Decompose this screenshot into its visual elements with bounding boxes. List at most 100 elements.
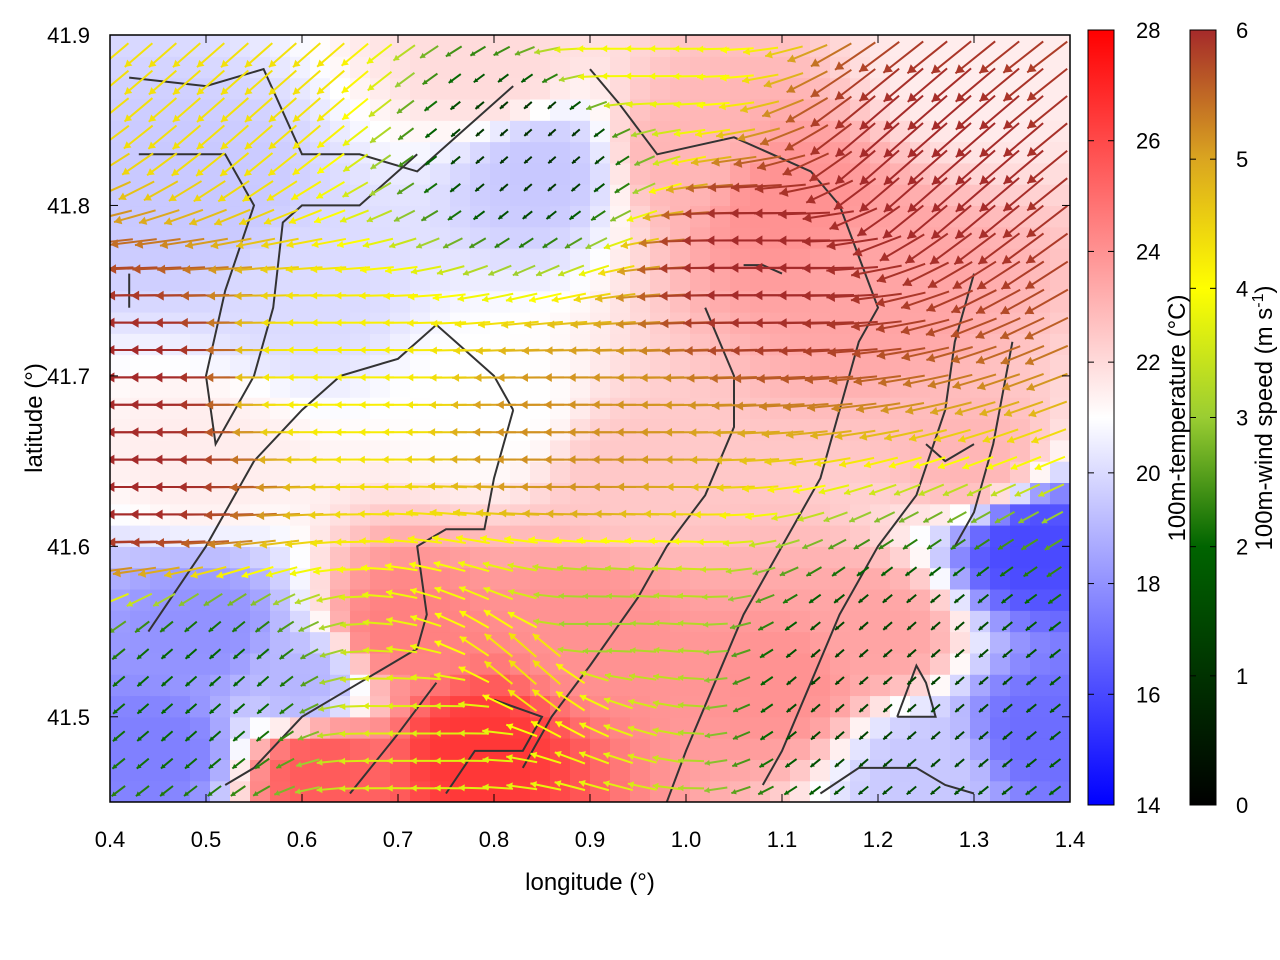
heatmap-cell bbox=[350, 525, 371, 547]
heatmap-cell bbox=[930, 567, 951, 590]
wind-arrow bbox=[523, 128, 533, 137]
wind-arrow bbox=[341, 97, 369, 121]
wind-arrow bbox=[533, 618, 561, 626]
heatmap-cell bbox=[1030, 759, 1051, 782]
wind-arrow bbox=[1048, 621, 1062, 632]
wind-arrow bbox=[442, 237, 463, 249]
wind-arrow bbox=[805, 179, 854, 204]
wind-arrow bbox=[482, 756, 514, 764]
wind-arrow bbox=[634, 155, 656, 167]
heatmap-cell bbox=[810, 546, 831, 569]
wind-arrow bbox=[906, 785, 917, 796]
heatmap-cell bbox=[130, 56, 151, 79]
wind-arrow bbox=[506, 782, 538, 791]
heatmap-cell bbox=[390, 418, 411, 441]
heatmap-cell bbox=[410, 439, 431, 462]
heatmap-cell bbox=[230, 716, 251, 739]
wind-arrow bbox=[547, 156, 557, 165]
heatmap-cell bbox=[530, 397, 551, 420]
wind-arrow bbox=[272, 593, 296, 606]
wind-colorbar-label-end: ) bbox=[1251, 286, 1278, 294]
heatmap-cell bbox=[570, 759, 591, 782]
heatmap-cell bbox=[350, 248, 371, 270]
wind-arrow bbox=[1001, 232, 1045, 265]
heatmap-cell bbox=[890, 184, 911, 207]
wind-arrow bbox=[254, 620, 270, 633]
heatmap-cell bbox=[750, 482, 771, 505]
heatmap-cell bbox=[1050, 333, 1070, 356]
wind-arrow bbox=[883, 122, 924, 159]
heatmap-cell bbox=[850, 759, 871, 782]
wind-arrow bbox=[368, 98, 392, 118]
heatmap-cell bbox=[130, 780, 151, 802]
wind-arrow bbox=[434, 612, 466, 629]
wind-arrow bbox=[147, 124, 178, 150]
wind-arrow bbox=[483, 586, 514, 601]
heatmap-cell bbox=[250, 461, 271, 484]
heatmap-cell bbox=[230, 269, 251, 292]
wind-arrow bbox=[929, 232, 973, 265]
wind-arrow bbox=[997, 538, 1015, 551]
wind-arrow bbox=[986, 455, 1018, 470]
heatmap-cell bbox=[530, 588, 551, 611]
x-tick-label: 1.1 bbox=[767, 827, 798, 852]
heatmap-cell bbox=[270, 333, 291, 356]
wind-arrow bbox=[979, 149, 1020, 186]
colorbar-tick-label: 14 bbox=[1136, 793, 1160, 818]
wind-arrow bbox=[979, 122, 1020, 158]
heatmap-cell bbox=[610, 162, 631, 185]
wind-arrow bbox=[407, 535, 443, 544]
heatmap-cell bbox=[930, 184, 951, 207]
heatmap-cell bbox=[250, 397, 271, 420]
heatmap-cell bbox=[290, 162, 311, 185]
heatmap-cell bbox=[670, 269, 691, 292]
heatmap-cell bbox=[970, 56, 991, 79]
heatmap-cell bbox=[850, 56, 871, 79]
wind-arrow bbox=[856, 205, 901, 237]
heatmap-cell bbox=[1010, 354, 1031, 377]
heatmap-cell bbox=[810, 226, 831, 249]
wind-arrow bbox=[757, 621, 774, 631]
heatmap-cell bbox=[410, 738, 431, 760]
heatmap-cell bbox=[370, 56, 391, 79]
wind-arrow bbox=[473, 73, 486, 84]
wind-arrow bbox=[385, 589, 418, 599]
wind-arrow bbox=[792, 484, 826, 495]
heatmap-cell bbox=[630, 375, 651, 398]
wind-arrow bbox=[926, 346, 973, 363]
heatmap-cell bbox=[690, 162, 711, 185]
heatmap-cell bbox=[710, 248, 731, 270]
heatmap-cell bbox=[750, 738, 771, 760]
heatmap-cell bbox=[470, 780, 491, 802]
wind-arrow bbox=[159, 237, 205, 249]
wind-arrow bbox=[227, 593, 247, 607]
heatmap-cell bbox=[690, 461, 711, 484]
heatmap-cell bbox=[370, 375, 391, 398]
heatmap-cell bbox=[810, 525, 831, 547]
heatmap-cell bbox=[950, 652, 971, 675]
wind-arrow bbox=[551, 292, 587, 303]
heatmap-cell bbox=[270, 375, 291, 398]
wind-arrow bbox=[902, 538, 918, 550]
heatmap-cell bbox=[710, 354, 731, 377]
wind-arrow bbox=[882, 703, 893, 713]
wind-arrow bbox=[290, 180, 322, 201]
heatmap-cell bbox=[750, 652, 771, 675]
heatmap-cell bbox=[970, 759, 991, 782]
heatmap-cell bbox=[590, 248, 611, 270]
heatmap-cell bbox=[330, 397, 351, 420]
heatmap-cell bbox=[750, 716, 771, 739]
wind-arrow bbox=[449, 183, 461, 193]
wind-arrow bbox=[761, 98, 804, 118]
wind-arrow bbox=[930, 676, 941, 686]
heatmap-cell bbox=[330, 162, 351, 185]
heatmap-cell bbox=[430, 35, 451, 57]
heatmap-cell bbox=[210, 354, 231, 377]
heatmap-cell bbox=[1010, 525, 1031, 547]
heatmap-cell bbox=[1030, 525, 1051, 547]
heatmap-cell bbox=[790, 205, 811, 228]
heatmap-cell bbox=[350, 738, 371, 760]
wind-arrow bbox=[809, 150, 853, 182]
wind-arrow bbox=[138, 566, 180, 578]
wind-arrow bbox=[112, 566, 157, 578]
